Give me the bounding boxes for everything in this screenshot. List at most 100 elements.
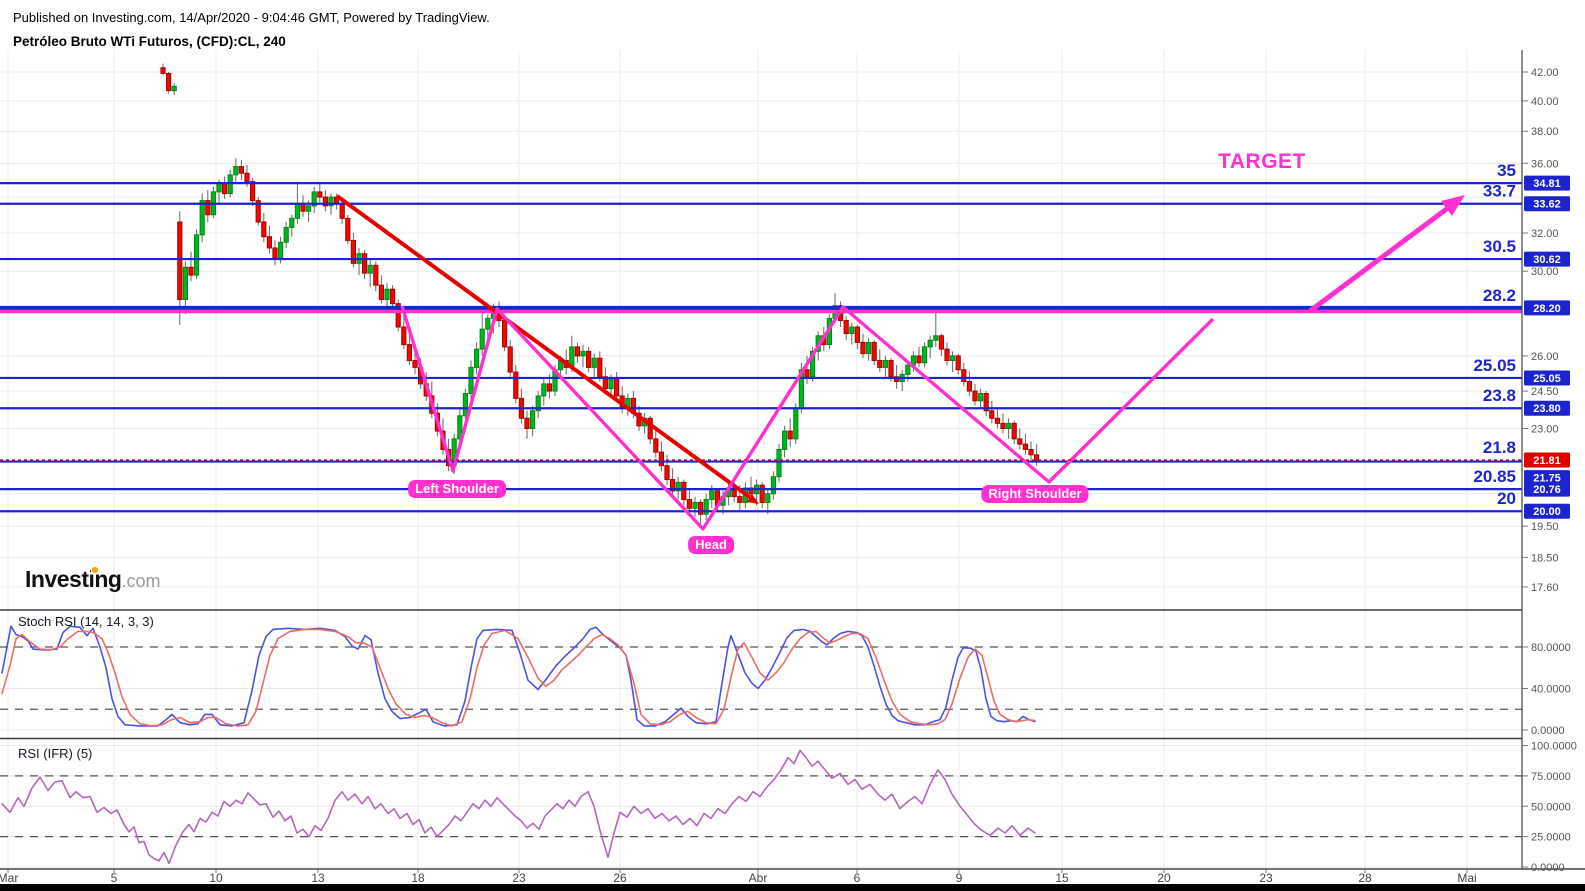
trendline-arrowhead-icon [747,494,759,504]
candle-down [188,266,194,276]
candle-down [961,369,967,382]
price-badge-text: 21.81 [1533,455,1561,467]
price-badge[interactable] [1524,251,1570,267]
candle-down [759,484,765,503]
head-shoulders-pattern-line[interactable] [400,305,1215,531]
investing-logo-suffix: .com [121,571,161,591]
candle-down [955,355,961,371]
candle-down [205,200,211,216]
candle-up [580,350,586,357]
candle-down [1028,448,1034,456]
candle-down [272,247,278,259]
price-badge-text: 30.62 [1533,254,1561,266]
price-badge[interactable] [1524,452,1570,468]
level-label-28.2: 28.2 [1483,286,1516,305]
candle-up [278,241,284,259]
right-shoulder-label[interactable]: Right Shoulder [981,485,1089,503]
price-tick-label: 18.50 [1531,552,1559,564]
time-tick-label: 28 [1358,871,1372,885]
candle-up [328,196,334,207]
candle-down [854,326,860,343]
candle-down [255,200,261,223]
candle-down [966,380,972,392]
candle-down [513,371,519,399]
candle-down [894,376,900,382]
candle-down [602,376,608,390]
price-tick-label: 32.00 [1531,228,1559,240]
price-badge[interactable] [1524,370,1570,386]
candle-down [871,341,877,361]
candle-up [216,182,222,193]
candle-down [401,326,407,346]
candle-down [362,253,368,274]
candle-down [395,303,401,328]
price-badge-text: 28.20 [1533,303,1561,315]
stoch-k-line [1,625,1036,727]
price-badge-text: 20.00 [1533,506,1561,518]
price-tick-label: 17.60 [1531,582,1559,594]
candle-up [933,335,939,341]
target-annotation[interactable]: TARGET [1218,150,1306,173]
time-tick-label: 23 [1259,871,1273,885]
candle-down [238,166,245,174]
rsi-tick-label: 50.0000 [1531,801,1571,813]
candle-up [692,501,698,509]
rsi-line [1,749,1036,865]
candle-up [782,430,788,450]
candle-down [843,320,849,335]
time-tick-label: 6 [854,871,861,885]
price-tick-label: 19.50 [1531,521,1559,533]
time-tick-label: 23 [512,871,526,885]
left-shoulder-label[interactable]: Left Shoulder [408,480,506,498]
level-label-20: 20 [1497,489,1516,508]
price-badge[interactable] [1524,400,1570,416]
investing-logo-brand: Investing [25,566,122,592]
candle-up [591,357,597,368]
candle-down [804,369,810,378]
candle-down [1000,422,1006,429]
level-label-21.8: 21.8 [1483,438,1516,457]
stoch-tick-label: 0.0000 [1531,725,1565,737]
price-badge[interactable] [1524,196,1570,212]
candle-up [457,415,463,440]
price-badge[interactable] [1524,470,1570,486]
candle-up [776,448,782,478]
candle-up [770,476,776,495]
candle-down [664,465,670,481]
candle-up [479,328,485,350]
rsi-tick-label: 100.0000 [1531,741,1577,753]
price-badge[interactable] [1524,300,1570,316]
candle-down [300,203,306,212]
price-badge[interactable] [1524,481,1570,497]
candle-up [194,234,200,276]
candle-down [378,284,384,300]
head-label[interactable]: Head [688,536,734,554]
price-badge[interactable] [1524,503,1570,519]
candle-down [877,359,883,368]
price-tick-label: 38.00 [1531,126,1559,138]
stoch-tick-label: 40.0000 [1531,684,1571,696]
projection-arrow-shaft [1308,202,1454,314]
price-badge-text: 21.75 [1533,473,1561,485]
candle-down [524,417,530,429]
candle-up [849,326,855,335]
candle-down [737,496,743,503]
time-tick-label: 10 [209,871,223,885]
investing-logo: Investing .com [25,566,160,593]
price-badge[interactable] [1524,175,1570,191]
candle-down [989,410,995,419]
candle-down [681,481,687,501]
level-label-33.7: 33.7 [1483,182,1516,201]
level-label-23.8: 23.8 [1483,386,1516,405]
stoch-d-line [1,628,1036,727]
stoch-tick-label: 80.0000 [1531,642,1571,654]
candle-down [614,378,620,397]
rsi-tick-label: 25.0000 [1531,832,1571,844]
level-label-25.05: 25.05 [1473,356,1516,375]
price-tick-label: 42.00 [1531,67,1559,79]
candle-up [306,205,312,212]
candle-up [311,191,317,207]
level-label-20.85: 20.85 [1473,467,1516,486]
